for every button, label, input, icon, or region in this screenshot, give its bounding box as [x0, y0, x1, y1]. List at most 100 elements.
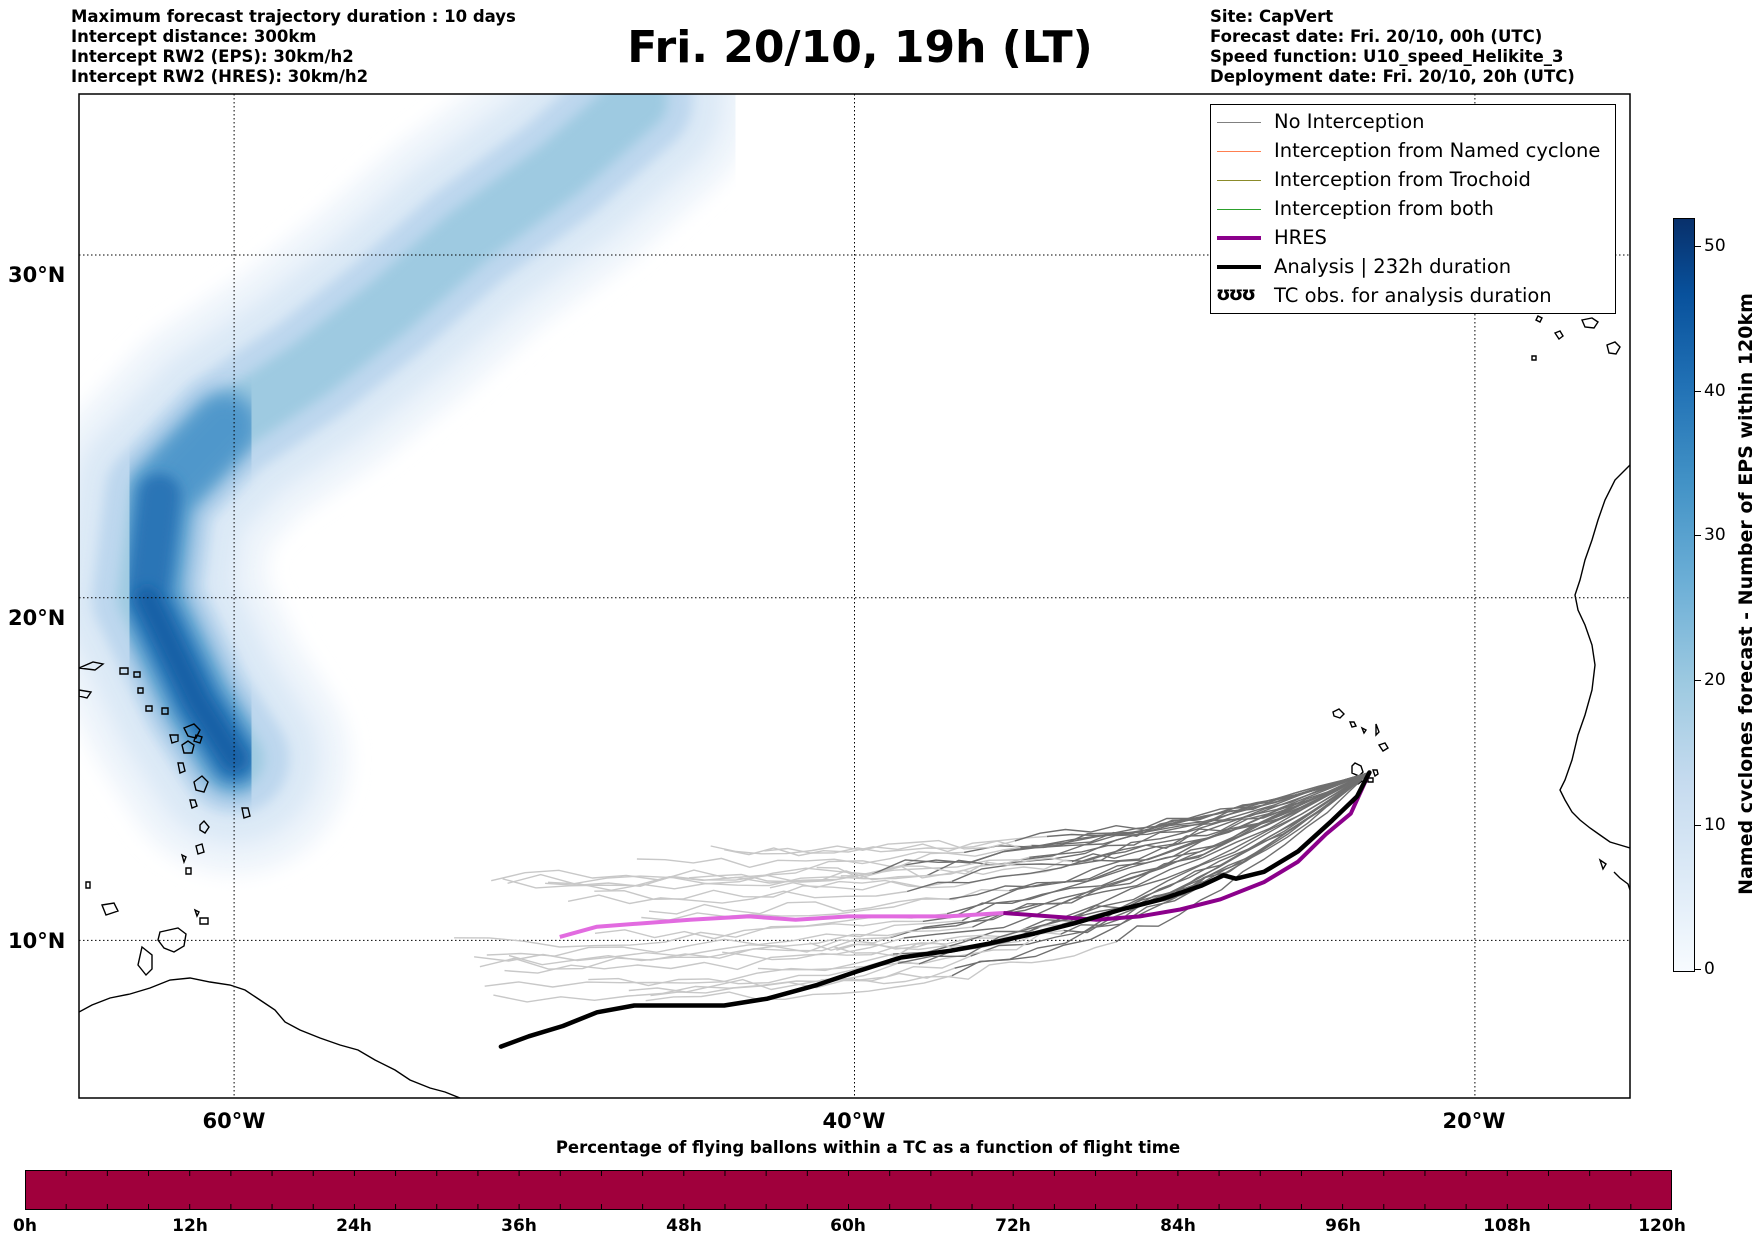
legend-label: Interception from both	[1274, 197, 1494, 220]
hres-track-west	[559, 911, 1004, 939]
hres-track-east	[1003, 771, 1372, 922]
ensemble-track-east	[1115, 771, 1370, 943]
legend-item: Interception from Named cyclone	[1211, 137, 1615, 165]
island-trinidad	[137, 927, 187, 977]
colorbar-tick-label: 20	[1704, 670, 1726, 690]
colorbar-title: Named cyclones forecast - Number of EPS …	[1735, 293, 1752, 895]
ensemble-trajectories	[454, 771, 1370, 1003]
ensemble-track-east	[897, 771, 1370, 964]
flight-time-label: 24h	[336, 1216, 372, 1236]
coast-africa-islands	[1598, 858, 1630, 891]
colorbar-tick	[1695, 391, 1701, 392]
flight-time-label: 48h	[666, 1216, 702, 1236]
ensemble-track-west	[545, 859, 1021, 888]
ensemble-track-west	[594, 920, 923, 940]
flight-time-label: 120h	[1638, 1216, 1686, 1236]
site-info-line: Forecast date: Fri. 20/10, 00h (UTC)	[1210, 27, 1543, 46]
ensemble-track-west	[491, 851, 965, 882]
density-core	[136, 586, 246, 770]
legend-item: ʊʊʊ TC obs. for analysis duration	[1211, 282, 1615, 310]
ensemble-track-west	[710, 839, 1015, 855]
legend-swatch	[1217, 236, 1261, 240]
legend-label: Interception from Named cyclone	[1274, 139, 1601, 162]
legend-item: HRES	[1211, 224, 1615, 252]
ensemble-track-east	[972, 771, 1370, 928]
ensemble-track-west	[833, 931, 1061, 957]
run-info-line: Intercept RW2 (EPS): 30km/h2	[71, 47, 354, 66]
flight-time-label: 84h	[1160, 1216, 1196, 1236]
legend-swatch	[1217, 209, 1261, 210]
map-frame	[78, 93, 1631, 1099]
site-info-line: Site: CapVert	[1210, 7, 1334, 26]
legend-item: Analysis | 232h duration	[1211, 253, 1615, 281]
colorbar-tick	[1695, 246, 1701, 247]
ensemble-track-west	[641, 898, 950, 921]
lon-label-40w: 40°W	[822, 1109, 886, 1133]
flight-time-label: 36h	[501, 1216, 537, 1236]
ensemble-track-east	[1020, 771, 1370, 849]
lat-label-30n: 30°N	[8, 263, 66, 287]
run-info-line: Maximum forecast trajectory duration : 1…	[71, 7, 516, 26]
run-info-line: Intercept RW2 (HRES): 30km/h2	[71, 67, 369, 86]
colorbar-tick-label: 10	[1704, 815, 1726, 835]
site-info-line: Deployment date: Fri. 20/10, 20h (UTC)	[1210, 67, 1575, 86]
ensemble-track-east	[906, 771, 1370, 893]
flight-time-label: 60h	[830, 1216, 866, 1236]
lon-label-20w: 20°W	[1442, 1109, 1506, 1133]
ensemble-track-west	[688, 856, 1030, 883]
colorbar-tick-label: 50	[1704, 236, 1726, 256]
ensemble-track-west	[484, 953, 894, 988]
colorbar-tick	[1695, 969, 1701, 970]
run-info: Maximum forecast trajectory duration : 1…	[71, 7, 516, 87]
lat-label-20n: 20°N	[8, 606, 66, 630]
flight-time-bar-title: Percentage of flying ballons within a TC…	[555, 1138, 1181, 1157]
island-canary	[1531, 315, 1621, 361]
ensemble-track-west	[502, 864, 903, 889]
ensemble-track-east	[890, 771, 1370, 939]
legend-item: Interception from both	[1211, 195, 1615, 223]
colorbar-tick	[1695, 535, 1701, 536]
colorbar-tick	[1695, 825, 1701, 826]
legend-item: Interception from Trochoid	[1211, 166, 1615, 194]
legend-label: HRES	[1274, 226, 1327, 249]
eps-density-field	[79, 94, 753, 874]
legend-swatch	[1217, 122, 1261, 123]
flight-time-label: 96h	[1325, 1216, 1361, 1236]
ensemble-track-west	[816, 857, 1072, 879]
flight-time-label: 72h	[995, 1216, 1031, 1236]
ensemble-track-east	[1071, 771, 1370, 863]
ensemble-track-west	[650, 967, 955, 997]
ensemble-track-west	[474, 927, 922, 962]
ensemble-track-east	[1060, 771, 1370, 935]
ensemble-track-west	[764, 840, 1021, 854]
site-info-line: Speed function: U10_speed_Helikite_3	[1210, 47, 1564, 66]
legend-swatch	[1217, 180, 1261, 181]
legend-swatch	[1217, 151, 1261, 152]
flight-time-label: 0h	[13, 1216, 37, 1236]
flight-time-label: 108h	[1483, 1216, 1531, 1236]
island-cape-verde	[1332, 708, 1389, 785]
ensemble-track-west	[567, 890, 908, 905]
coastlines	[79, 315, 1630, 1098]
map-legend: No Interception Interception from Named …	[1210, 104, 1616, 314]
main-tracks	[498, 770, 1372, 1049]
legend-label: Interception from Trochoid	[1274, 168, 1531, 191]
legend-item: No Interception	[1211, 108, 1615, 136]
ensemble-track-east	[1014, 771, 1370, 842]
legend-label: Analysis | 232h duration	[1274, 255, 1512, 278]
lat-label-10n: 10°N	[8, 929, 66, 953]
ensemble-track-west	[722, 929, 1022, 961]
ensemble-track-east	[1029, 771, 1370, 858]
legend-swatch	[1217, 265, 1261, 269]
coast-africa	[1559, 464, 1630, 849]
ensemble-track-west	[636, 844, 1032, 869]
ensemble-track-east	[951, 771, 1370, 977]
ensemble-track-west	[508, 926, 973, 966]
legend-label: No Interception	[1274, 110, 1425, 133]
ensemble-track-west	[504, 937, 904, 974]
colorbar-tick	[1695, 680, 1701, 681]
ensemble-track-west	[479, 936, 891, 970]
site-info: Site: CapVert Forecast date: Fri. 20/10,…	[1210, 7, 1575, 87]
map-title: Fri. 20/10, 19h (LT)	[627, 22, 1093, 73]
